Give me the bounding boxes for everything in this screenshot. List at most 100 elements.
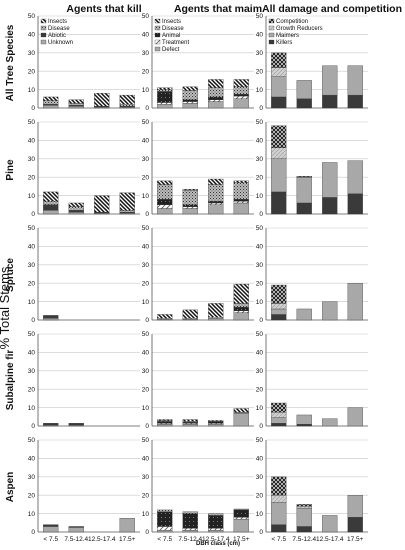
y-tick-label: 0 (145, 211, 149, 218)
bar-treatment (182, 101, 198, 104)
x-tick-label: 7.5-12.4 (64, 536, 88, 543)
column-title-maim: Agents that maim (174, 3, 262, 15)
bar-animal (233, 94, 249, 97)
y-tick-label: 20 (28, 492, 36, 499)
bar-insects (208, 420, 224, 422)
bar-treatment (157, 102, 173, 105)
bar-insects (233, 283, 249, 304)
y-tick-label: 0 (145, 423, 149, 430)
bar-treatment (208, 99, 224, 102)
bar-insects (233, 79, 249, 88)
bar-disease (182, 511, 198, 514)
bar-disease (157, 184, 173, 200)
bar-killers (271, 191, 287, 215)
bar-killers (322, 197, 338, 215)
y-tick-label: 10 (256, 193, 264, 200)
y-tick-label: 20 (142, 386, 150, 393)
legend-swatch-killers (268, 39, 275, 45)
y-tick-label: 50 (28, 119, 36, 126)
y-tick-label: 30 (142, 368, 150, 375)
bar-killers (271, 96, 287, 109)
legend-swatch-disease (40, 25, 47, 31)
legend-swatch-insects (40, 18, 47, 24)
y-tick-label: 20 (28, 174, 36, 181)
legend-label-abiotic: Abiotic (48, 33, 66, 39)
row-label-aspen: Aspen (5, 472, 16, 503)
bar-maimers (271, 417, 287, 424)
bar-maimers (271, 308, 287, 315)
y-tick-label: 0 (31, 105, 35, 112)
legend-swatch-disease (154, 25, 161, 31)
y-tick-label: 10 (142, 299, 150, 306)
legend-label-disease: Disease (162, 26, 184, 32)
bar-unknown (43, 210, 59, 215)
bar-animal (182, 513, 198, 529)
x-axis-label: DBH class (cm) (196, 541, 240, 547)
panel-all-tree-species-2: 0 10 20 30 40 50 InsectsDiseaseAnimalTreatment… (142, 13, 254, 112)
y-tick-label: 30 (142, 156, 150, 163)
bar-defect (208, 204, 224, 215)
legend-label-competition: Competition (276, 19, 308, 25)
y-axis-label: % Total Stems (0, 266, 12, 349)
y-tick-label: 50 (28, 225, 36, 232)
bar-killers (271, 314, 287, 321)
bar-insects (157, 180, 173, 185)
y-tick-label: 0 (259, 211, 263, 218)
bar-animal (157, 421, 173, 424)
bar-insects (157, 87, 173, 90)
legend-swatch-treatment (154, 39, 161, 45)
x-tick-label: 12.5-17.4 (88, 536, 116, 543)
bar-disease (233, 303, 249, 308)
y-tick-label: 20 (142, 174, 150, 181)
y-tick-label: 10 (28, 87, 36, 94)
bar-unknown (43, 526, 59, 533)
y-tick-label: 10 (256, 511, 264, 518)
y-tick-label: 50 (28, 437, 36, 444)
y-tick-label: 20 (28, 386, 36, 393)
bar-disease (233, 86, 249, 95)
bar-abiotic (43, 524, 59, 527)
x-tick-label: 17.5+ (119, 536, 136, 543)
y-tick-label: 50 (256, 13, 264, 20)
bar-unknown (43, 317, 59, 321)
y-tick-label: 40 (256, 32, 264, 39)
y-tick-label: 30 (142, 474, 150, 481)
bar-disease (208, 513, 224, 516)
y-tick-label: 20 (142, 492, 150, 499)
bar-insects (68, 202, 84, 207)
bar-defect (182, 208, 198, 215)
panel-pine-3: 0 10 20 30 40 50 (256, 119, 368, 218)
bar-defect (157, 423, 173, 427)
bar-disease (157, 89, 173, 92)
bar-insects (68, 99, 84, 104)
legend-swatch-growth-reducers (268, 25, 275, 31)
bar-killers (296, 423, 312, 427)
y-tick-label: 20 (256, 386, 264, 393)
x-tick-label: < 7.5 (157, 536, 172, 543)
bar-treatment (157, 526, 173, 531)
bar-defect (233, 202, 249, 215)
y-tick-label: 30 (28, 262, 36, 269)
y-tick-label: 10 (256, 299, 264, 306)
y-tick-label: 20 (28, 68, 36, 75)
bar-insects (43, 96, 59, 101)
bar-animal (157, 511, 173, 527)
bar-disease (182, 90, 198, 100)
bar-competition (296, 176, 312, 178)
y-tick-label: 40 (256, 456, 264, 463)
x-tick-label: < 7.5 (271, 536, 286, 543)
bar-growth-reducers (271, 147, 287, 159)
bar-defect (157, 529, 173, 533)
bar-insects (208, 303, 224, 318)
y-tick-label: 50 (256, 225, 264, 232)
bar-maimers (322, 65, 338, 96)
panel-pine-2: 0 10 20 30 40 50 (142, 119, 254, 218)
bar-disease (208, 184, 224, 202)
bar-insects (233, 180, 249, 183)
bar-killers (347, 193, 363, 215)
y-tick-label: 40 (142, 32, 150, 39)
y-tick-label: 0 (145, 317, 149, 324)
bar-competition (296, 504, 312, 507)
y-tick-label: 0 (259, 529, 263, 536)
